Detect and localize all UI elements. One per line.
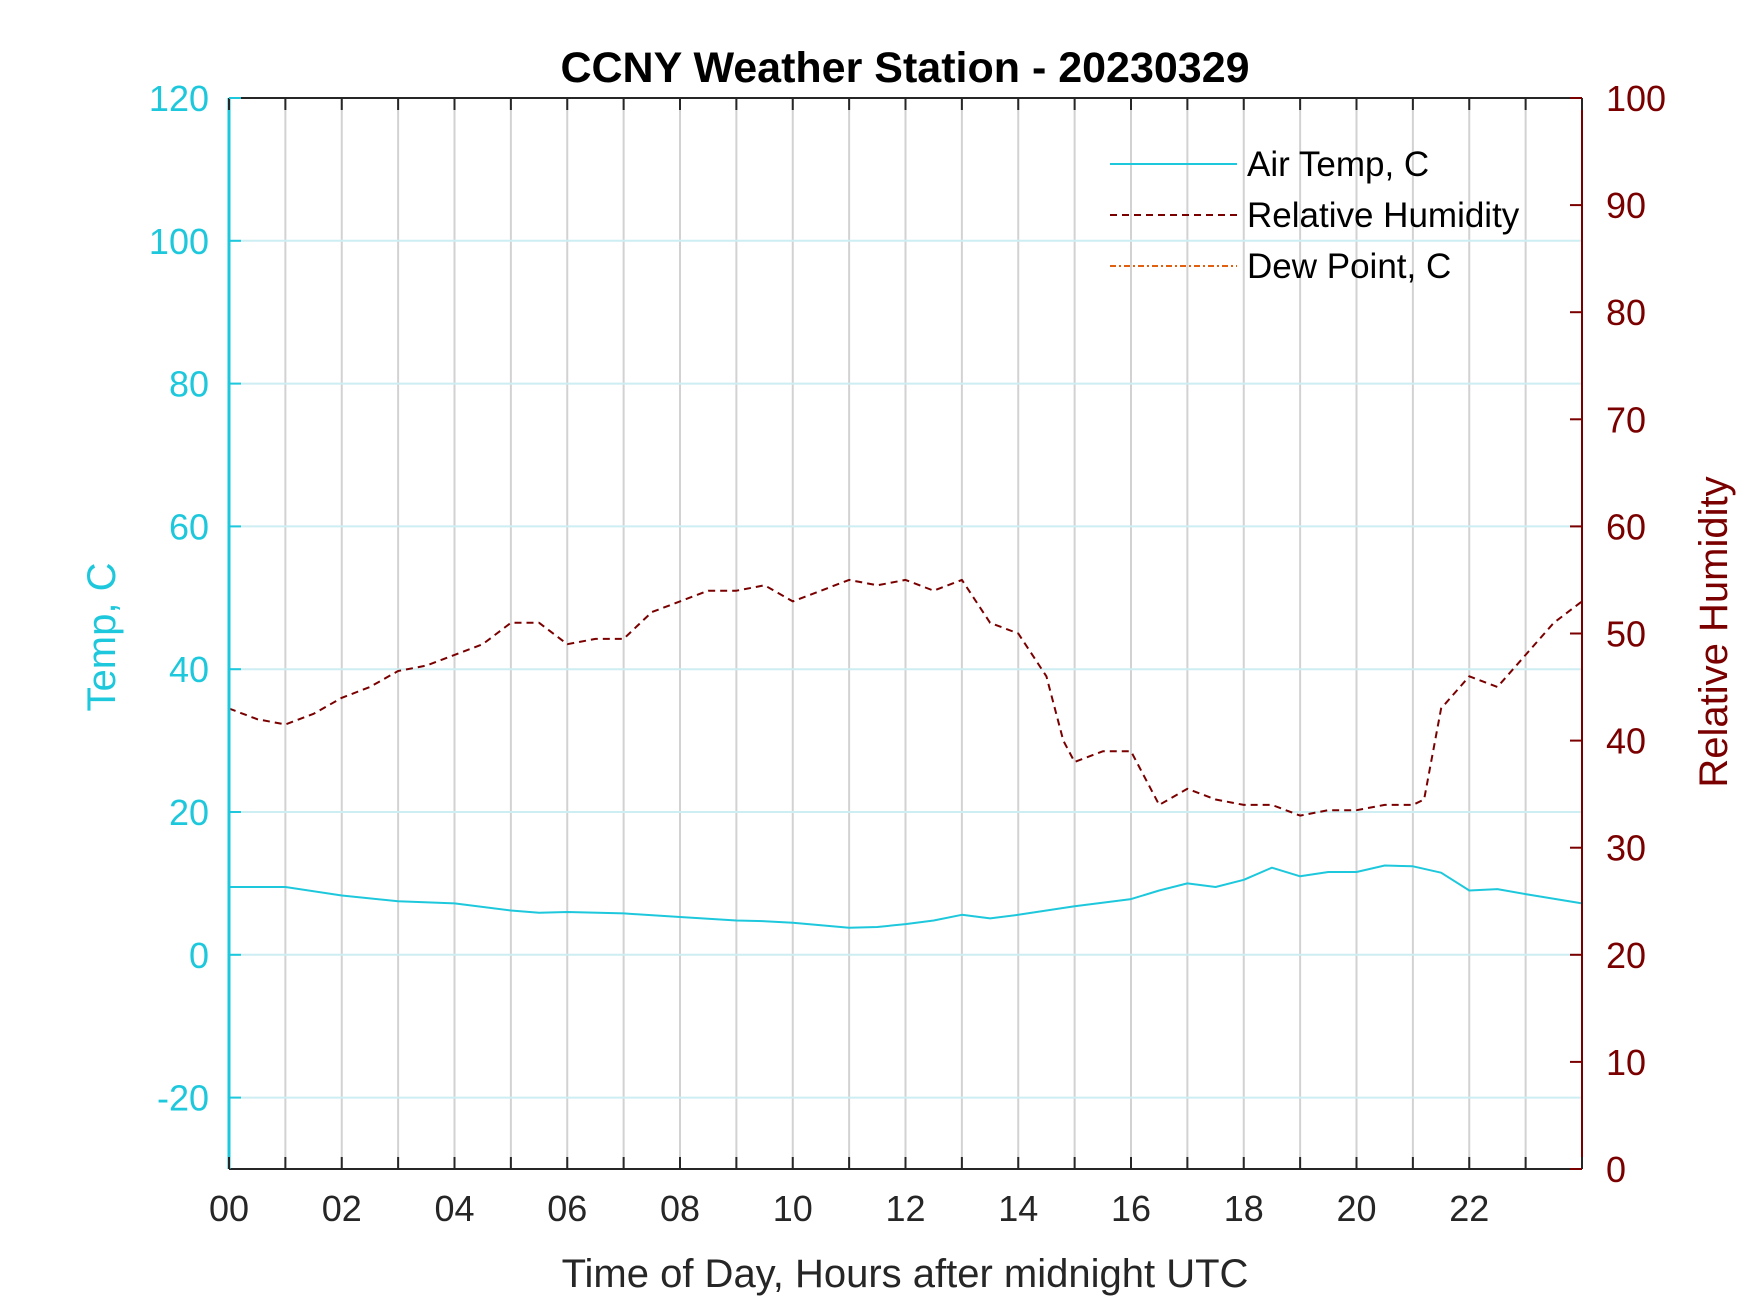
y-right-tick-label: 20 (1606, 935, 1646, 976)
y-left-tick-label: 80 (169, 364, 209, 405)
grid (229, 98, 1582, 1169)
y-left-tick-label: 0 (189, 935, 209, 976)
axes (227, 97, 1583, 1170)
x-tick-label: 12 (885, 1188, 925, 1229)
x-tick-label: 14 (998, 1188, 1038, 1229)
x-tick-label: 06 (547, 1188, 587, 1229)
x-axis-label: Time of Day, Hours after midnight UTC (562, 1252, 1249, 1296)
legend-label-0: Air Temp, C (1247, 145, 1429, 184)
y-right-tick-label: 30 (1606, 828, 1646, 869)
y-right-tick-label: 40 (1606, 721, 1646, 762)
tick-labels: 00 02 04 06 08 10 12 14 16 18 20 22-200204060801001… (149, 78, 1666, 1229)
x-tick-label: 10 (773, 1188, 813, 1229)
y-right-tick-label: 50 (1606, 614, 1646, 655)
y-left-tick-label: -20 (157, 1078, 209, 1119)
series-line-0 (229, 864, 1583, 929)
y-left-tick-label: 60 (169, 506, 209, 547)
y-right-tick-label: 10 (1606, 1042, 1646, 1083)
y-left-tick-label: 40 (169, 649, 209, 690)
y-left-tick-label: 100 (149, 221, 209, 262)
y-left-tick-label: 20 (169, 792, 209, 833)
y-right-tick-label: 0 (1606, 1149, 1626, 1190)
y-right-tick-label: 100 (1606, 78, 1666, 119)
x-tick-label: 04 (434, 1188, 474, 1229)
x-tick-label: 16 (1111, 1188, 1151, 1229)
chart-title: CCNY Weather Station - 20230329 (560, 44, 1249, 92)
x-tick-label: 00 (209, 1188, 249, 1229)
y-right-tick-label: 70 (1606, 399, 1646, 440)
series-line-1 (228, 578, 1583, 817)
y-axis-right-label: Relative Humidity (1692, 476, 1736, 787)
x-tick-label: 08 (660, 1188, 700, 1229)
series-layer (228, 578, 1583, 929)
legend: Air Temp, C Relative Humidity Dew Point, C (1110, 145, 1520, 286)
y-left-tick-label: 120 (149, 78, 209, 119)
legend-label-2: Dew Point, C (1247, 247, 1451, 286)
y-right-tick-label: 90 (1606, 185, 1646, 226)
legend-label-1: Relative Humidity (1247, 196, 1520, 235)
x-tick-label: 20 (1336, 1188, 1376, 1229)
x-tick-label: 02 (322, 1188, 362, 1229)
y-right-tick-label: 60 (1606, 506, 1646, 547)
y-axis-left-label: Temp, C (80, 563, 124, 712)
y-right-tick-label: 80 (1606, 292, 1646, 333)
x-tick-label: 22 (1449, 1188, 1489, 1229)
x-tick-label: 18 (1224, 1188, 1264, 1229)
